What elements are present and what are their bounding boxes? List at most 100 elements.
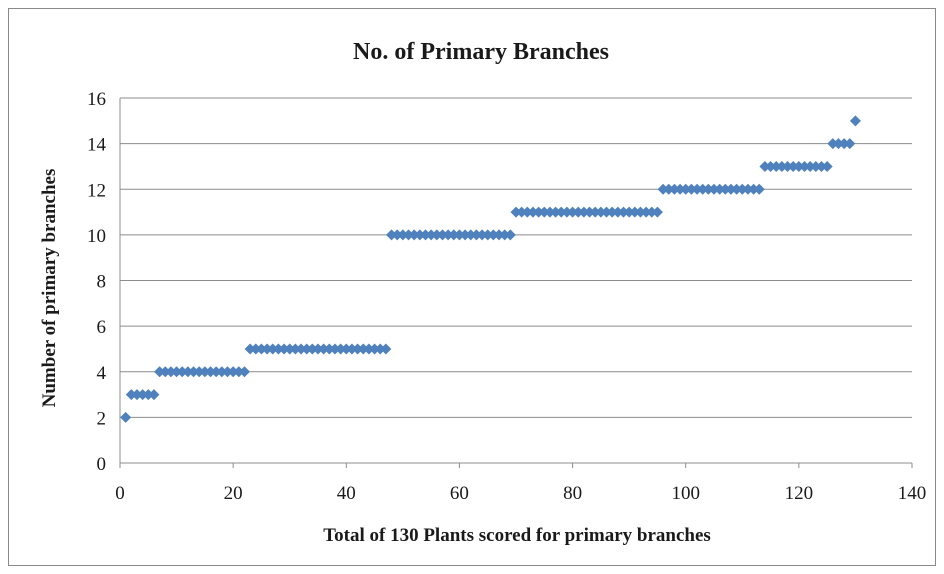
data-point: [142, 389, 154, 401]
data-point: [527, 206, 539, 218]
data-point: [408, 229, 420, 241]
data-point: [651, 206, 663, 218]
data-point: [782, 160, 794, 172]
data-point: [329, 343, 341, 355]
x-tick-label: 80: [563, 483, 582, 504]
x-axis-ticks: 0 20 40 60 80 100 120 140: [115, 463, 926, 504]
data-point: [272, 343, 284, 355]
data-point: [844, 138, 856, 150]
data-point: [374, 343, 386, 355]
data-point: [414, 229, 426, 241]
data-point: [436, 229, 448, 241]
data-point: [793, 160, 805, 172]
data-point: [459, 229, 471, 241]
data-point: [499, 229, 511, 241]
data-point: [357, 343, 369, 355]
data-point: [584, 206, 596, 218]
x-tick-label: 120: [785, 483, 814, 504]
data-point: [680, 183, 692, 195]
data-point: [815, 160, 827, 172]
data-point: [612, 206, 624, 218]
y-tick-label: 10: [87, 226, 106, 247]
data-point: [289, 343, 301, 355]
data-point: [159, 366, 171, 378]
data-point: [685, 183, 697, 195]
data-point: [765, 160, 777, 172]
y-tick-label: 8: [97, 272, 107, 293]
data-point: [482, 229, 494, 241]
data-point: [742, 183, 754, 195]
data-point: [238, 366, 250, 378]
data-point: [131, 389, 143, 401]
data-point: [470, 229, 482, 241]
data-point: [714, 183, 726, 195]
data-point: [465, 229, 477, 241]
data-point: [567, 206, 579, 218]
data-point: [352, 343, 364, 355]
data-point: [306, 343, 318, 355]
data-point: [176, 366, 188, 378]
data-point: [595, 206, 607, 218]
data-point: [295, 343, 307, 355]
x-tick-label: 140: [898, 483, 927, 504]
data-point: [555, 206, 567, 218]
data-point: [369, 343, 381, 355]
y-tick-label: 12: [87, 180, 106, 201]
data-point: [267, 343, 279, 355]
x-axis-title: Total of 130 Plants scored for primary b…: [323, 525, 711, 546]
data-point: [578, 206, 590, 218]
data-point: [476, 229, 488, 241]
data-point: [674, 183, 686, 195]
data-point: [165, 366, 177, 378]
data-point: [702, 183, 714, 195]
data-point: [516, 206, 528, 218]
y-tick-label: 4: [97, 363, 107, 384]
y-axis-title: Number of primary branches: [39, 169, 60, 408]
data-point: [521, 206, 533, 218]
data-point: [120, 411, 132, 423]
data-point: [668, 183, 680, 195]
data-point: [691, 183, 703, 195]
data-point: [261, 343, 273, 355]
y-tick-label: 0: [97, 454, 107, 475]
data-point: [708, 183, 720, 195]
data-point: [697, 183, 709, 195]
data-point: [787, 160, 799, 172]
data-point: [827, 138, 839, 150]
data-point: [753, 183, 765, 195]
data-point: [748, 183, 760, 195]
data-point: [318, 343, 330, 355]
data-point: [250, 343, 262, 355]
x-tick-label: 0: [115, 483, 125, 504]
scatter-chart: No. of Primary Branches 0 2 4 6 8 10 12 14 16 0 2…: [39, 39, 926, 546]
data-point: [572, 206, 584, 218]
data-point: [776, 160, 788, 172]
x-tick-label: 40: [337, 483, 356, 504]
data-point: [154, 366, 166, 378]
data-point: [278, 343, 290, 355]
data-point: [606, 206, 618, 218]
data-point: [221, 366, 233, 378]
data-point: [284, 343, 296, 355]
data-point: [493, 229, 505, 241]
data-point: [301, 343, 313, 355]
data-point: [182, 366, 194, 378]
data-point: [504, 229, 516, 241]
data-point: [538, 206, 550, 218]
data-point: [205, 366, 217, 378]
data-point: [425, 229, 437, 241]
data-point: [646, 206, 658, 218]
y-axis-ticks: 0 2 4 6 8 10 12 14 16: [87, 89, 107, 475]
x-tick-label: 60: [450, 483, 469, 504]
data-point: [403, 229, 415, 241]
data-point: [380, 343, 392, 355]
data-point: [448, 229, 460, 241]
data-point: [544, 206, 556, 218]
data-point: [810, 160, 822, 172]
data-point: [838, 138, 850, 150]
data-point: [640, 206, 652, 218]
data-point: [188, 366, 200, 378]
data-point: [391, 229, 403, 241]
data-point: [397, 229, 409, 241]
data-point: [244, 343, 256, 355]
